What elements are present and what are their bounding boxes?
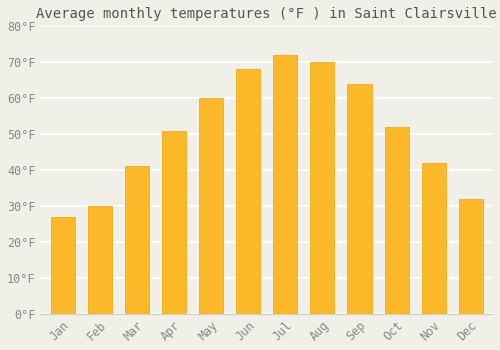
Bar bbox=[199, 98, 223, 314]
Bar bbox=[236, 69, 260, 314]
Bar bbox=[422, 163, 446, 314]
Bar bbox=[162, 131, 186, 314]
Bar bbox=[124, 167, 149, 314]
Bar bbox=[273, 55, 297, 314]
Bar bbox=[50, 217, 74, 314]
Bar bbox=[348, 84, 372, 314]
Bar bbox=[384, 127, 408, 314]
Bar bbox=[458, 199, 483, 314]
Title: Average monthly temperatures (°F ) in Saint Clairsville: Average monthly temperatures (°F ) in Sa… bbox=[36, 7, 497, 21]
Bar bbox=[310, 62, 334, 314]
Bar bbox=[88, 206, 112, 314]
